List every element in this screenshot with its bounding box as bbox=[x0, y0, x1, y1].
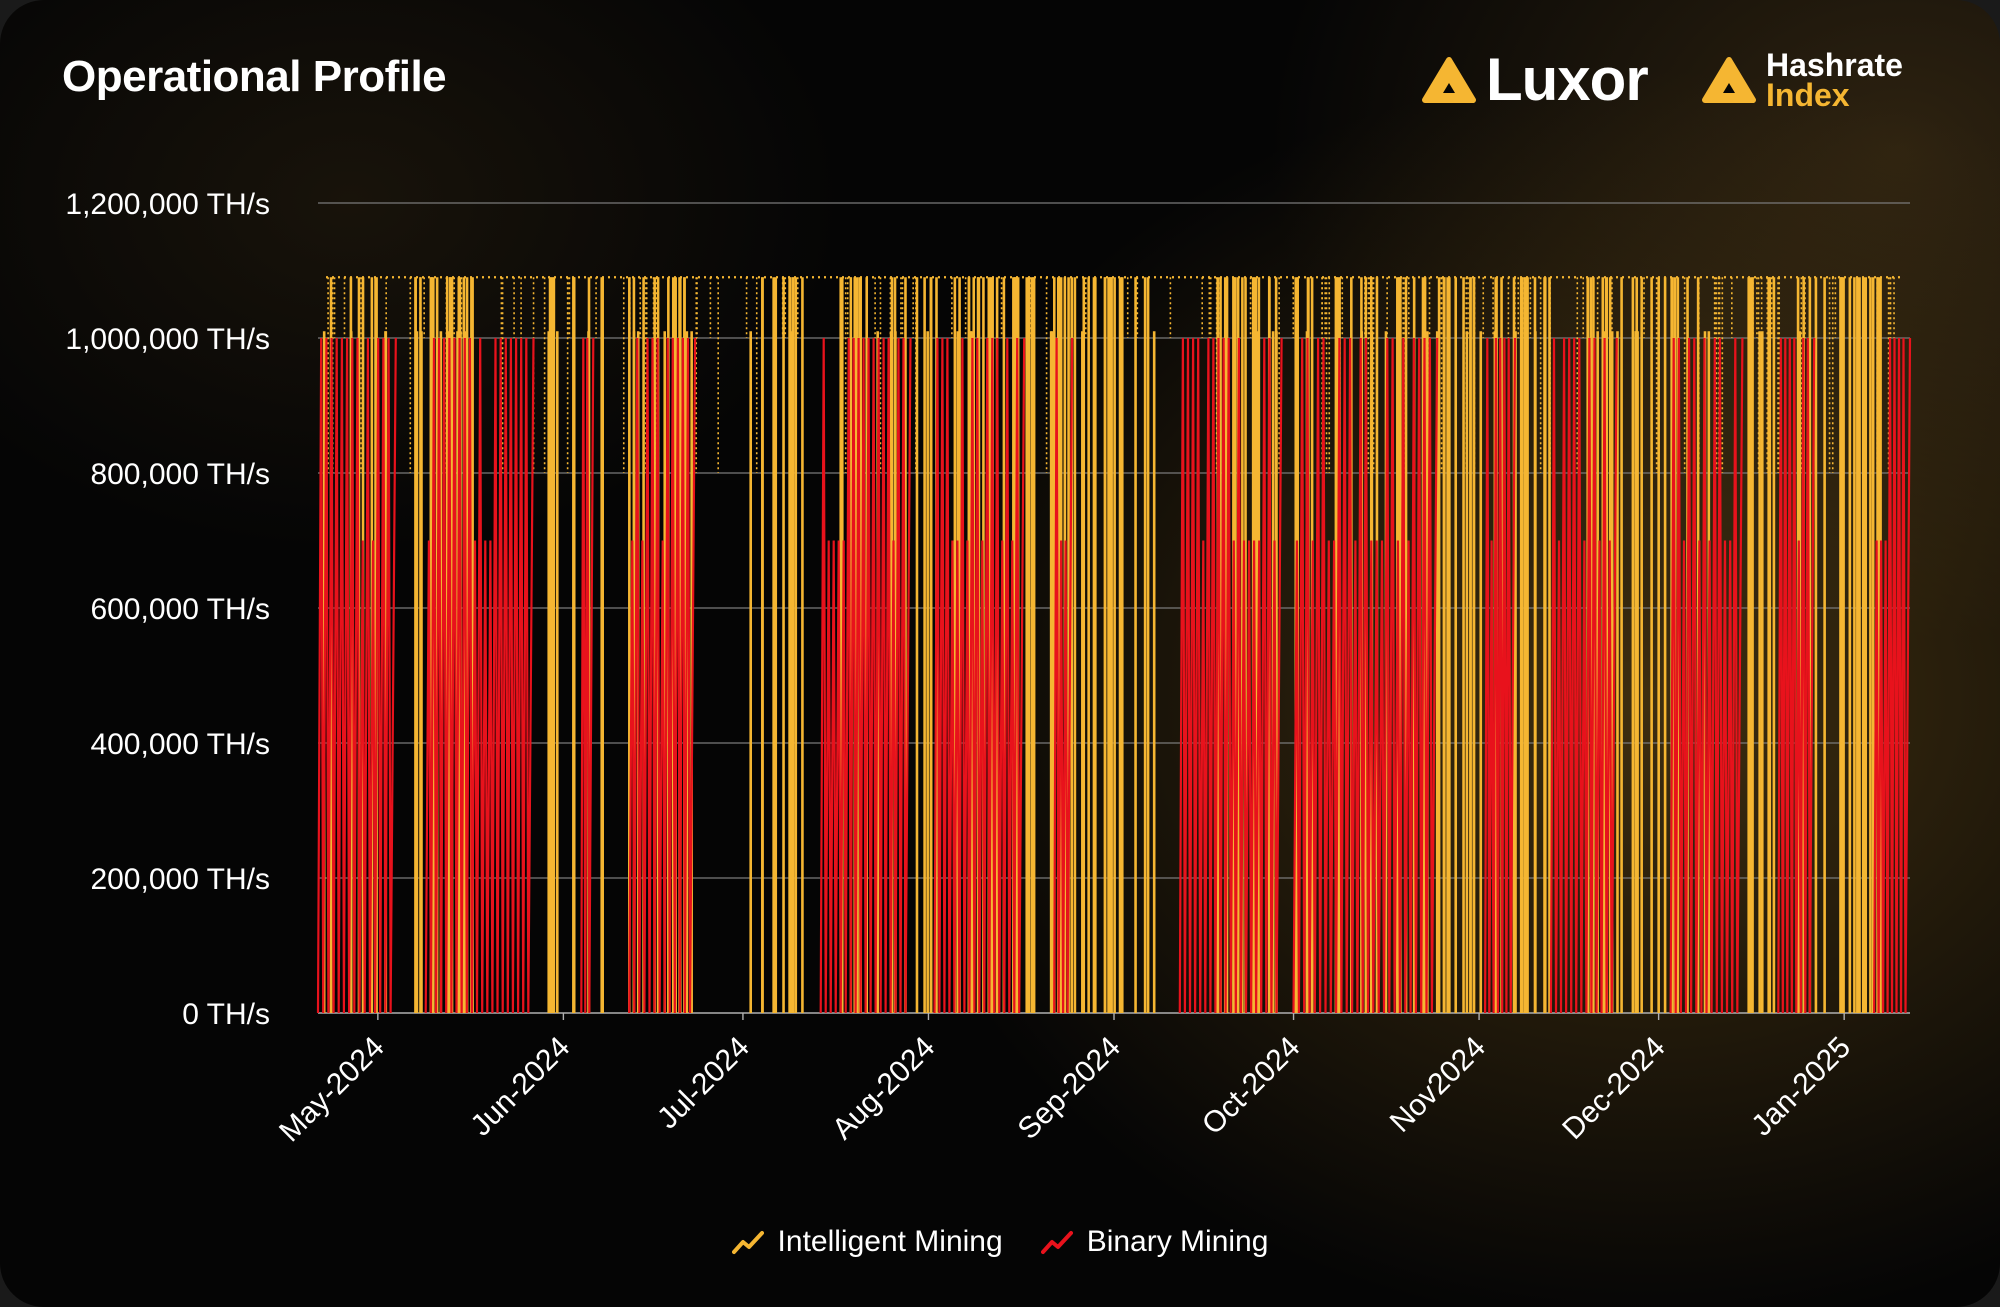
legend-label-intelligent: Intelligent Mining bbox=[777, 1225, 1003, 1258]
hashrate-index-wordmark: Hashrate Index bbox=[1766, 47, 1903, 114]
y-tick-label: 1,200,000 TH/s bbox=[65, 188, 270, 221]
binary-mining-segment bbox=[933, 337, 1026, 1014]
luxor-logo-icon bbox=[1422, 57, 1476, 103]
legend-item-intelligent-mining[interactable]: Intelligent Mining bbox=[731, 1225, 1003, 1259]
x-tick-label: Aug-2024 bbox=[826, 1031, 941, 1146]
x-tick-label: Sep-2024 bbox=[1012, 1031, 1127, 1146]
binary-mining-segment bbox=[1178, 337, 1283, 1014]
legend-item-binary-mining[interactable]: Binary Mining bbox=[1040, 1225, 1269, 1259]
binary-mining-segment bbox=[424, 337, 535, 1014]
binary-mining-segment bbox=[1053, 337, 1074, 1014]
hashrate-index-logo-icon bbox=[1702, 57, 1756, 104]
x-tick-label: Jul-2024 bbox=[651, 1031, 756, 1136]
x-tick-label: Jun-2024 bbox=[465, 1031, 577, 1143]
chart-legend: Intelligent Mining Binary Mining bbox=[0, 1225, 2000, 1259]
x-tick-label: May-2024 bbox=[273, 1031, 391, 1149]
binary-mining-segment bbox=[316, 337, 397, 1014]
y-tick-label: 800,000 TH/s bbox=[90, 458, 270, 491]
series-binary-mining bbox=[316, 337, 1912, 1014]
page-title: Operational Profile bbox=[62, 52, 447, 101]
binary-trend-line-icon bbox=[1040, 1231, 1073, 1254]
binary-mining-segment bbox=[1483, 337, 1517, 1014]
x-tick-label: Oct-2024 bbox=[1196, 1031, 1307, 1142]
x-tick-label: Jan-2025 bbox=[1745, 1031, 1857, 1143]
binary-mining-segment bbox=[628, 337, 697, 1014]
legend-label-binary: Binary Mining bbox=[1086, 1225, 1269, 1258]
binary-mining-segment bbox=[1292, 337, 1439, 1014]
hashrate-wordmark-line1: Hashrate bbox=[1766, 47, 1903, 83]
binary-mining-segment bbox=[580, 337, 595, 1014]
y-tick-label: 600,000 TH/s bbox=[90, 593, 270, 626]
luxor-wordmark: Luxor bbox=[1486, 46, 1649, 113]
intelligent-trend-line-icon bbox=[731, 1231, 764, 1254]
hashrate-index-brand: Hashrate Index bbox=[1702, 47, 1903, 114]
x-tick-label: Dec-2024 bbox=[1556, 1031, 1671, 1146]
binary-mining-segment bbox=[1777, 337, 1816, 1014]
x-tick-label: Nov2024 bbox=[1384, 1031, 1492, 1139]
y-tick-label: 0 TH/s bbox=[182, 998, 270, 1031]
hashrate-wordmark-line2: Index bbox=[1766, 77, 1850, 114]
y-tick-label: 200,000 TH/s bbox=[90, 863, 270, 896]
binary-mining-segment bbox=[1872, 337, 1912, 1014]
y-tick-label: 1,000,000 TH/s bbox=[65, 323, 270, 356]
binary-mining-segment bbox=[1549, 337, 1618, 1014]
series-intelligent-mining bbox=[322, 276, 1900, 1013]
y-tick-label: 400,000 TH/s bbox=[90, 728, 270, 761]
binary-mining-segment bbox=[819, 337, 912, 1014]
binary-mining-segment bbox=[1669, 337, 1744, 1014]
luxor-brand: Luxor bbox=[1422, 46, 1649, 113]
